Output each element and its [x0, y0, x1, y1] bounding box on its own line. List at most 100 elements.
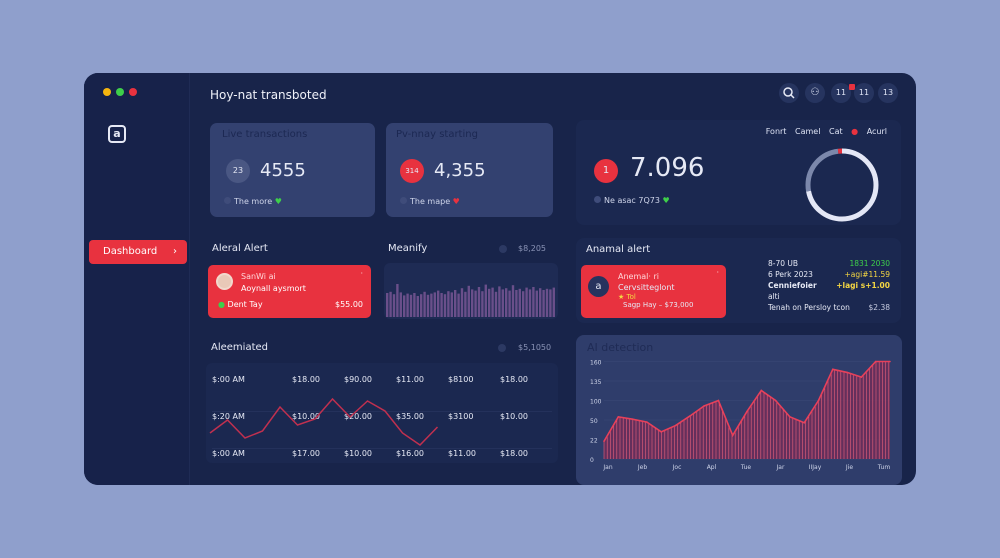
x-tick-label: Apl: [707, 464, 717, 471]
meanify-bar: [433, 292, 436, 317]
summary-panel: Fonrt Camel Cat ● Acurl 1 7.096 Ne asac …: [576, 120, 901, 225]
x-tick-label: Tue: [740, 464, 752, 471]
window-minimize-dot[interactable]: [103, 88, 111, 96]
table-cell: $3100: [448, 412, 474, 421]
summary-badge: 1: [594, 159, 618, 183]
anomal-title: Anamal alert: [586, 244, 651, 255]
y-tick-label: 0: [590, 457, 594, 464]
meanify-value: $8,205: [518, 244, 546, 253]
meanify-bar: [409, 294, 413, 317]
meanify-title: Meanify: [388, 243, 428, 254]
avatar: [216, 273, 233, 290]
toolbar-button-3[interactable]: 13: [878, 83, 898, 103]
meanify-bar: [406, 293, 409, 317]
alert-message: Aoynall aysmort: [241, 284, 306, 293]
toolbar-button-1[interactable]: 11: [831, 83, 851, 103]
meanify-bar: [430, 293, 433, 317]
alert-title: Aleral Alert: [212, 243, 268, 254]
sidebar-item-label: Dashboard: [103, 246, 158, 257]
stat-card-starting[interactable]: Pv-nnay starting 314 4,355 The mape ♥: [386, 123, 553, 217]
ai-detection-chart: 0 22 50 100 135 160 Jan Jeb Joc Apl Tue Jar IIJay Jie…: [590, 360, 891, 471]
x-tick-label: Tum: [877, 464, 891, 471]
anomal-icon: a: [588, 276, 609, 297]
stat-card-live-transactions[interactable]: Live transactions 23 4555 The more ♥: [210, 123, 375, 217]
aleemiated-title: Aleemiated: [211, 342, 268, 353]
y-tick-label: 135: [590, 379, 602, 386]
window-maximize-dot[interactable]: [116, 88, 124, 96]
x-tick-label: Joc: [672, 464, 682, 471]
meanify-bar: [501, 289, 504, 317]
table-cell: $20.00: [344, 412, 372, 421]
meanify-bar: [389, 291, 392, 317]
table-cell: $90.00: [344, 375, 372, 384]
card-footer: The more ♥: [224, 197, 282, 206]
meanify-bar: [515, 290, 518, 317]
meanify-bar: [522, 291, 525, 317]
meanify-bar: [396, 284, 399, 317]
meanify-bar: [403, 295, 406, 317]
card-badge: 314: [400, 159, 424, 183]
meanify-bar: [477, 287, 481, 317]
donut-legend: Fonrt Camel Cat ● Acurl: [765, 127, 887, 136]
meanify-bar: [505, 288, 508, 317]
notification-badge: [849, 84, 855, 90]
meanify-bar: [542, 290, 545, 317]
card-title: Pv-nnay starting: [396, 129, 478, 140]
meanify-bar: [535, 290, 538, 317]
meanify-bar: [413, 293, 416, 317]
alert-amount: $55.00: [335, 300, 363, 309]
toolbar-button-2[interactable]: 11: [854, 83, 874, 103]
table-cell: $35.00: [396, 412, 424, 421]
meanify-bar: [484, 284, 487, 317]
sidebar: a Dashboard ›: [84, 73, 190, 485]
app-window: a Dashboard › Hoy-nat transboted ⚇ 11 11 …: [84, 73, 916, 485]
card-value: 4,355: [434, 160, 486, 181]
card-title: Live transactions: [222, 129, 308, 140]
donut-segment: [805, 148, 879, 222]
donut-segment: [805, 148, 879, 222]
y-tick-label: 50: [590, 418, 598, 425]
x-tick-label: Jie: [845, 464, 853, 471]
y-tick-label: 100: [590, 399, 602, 406]
meanify-bar: [518, 288, 521, 317]
card-value: 4555: [260, 160, 306, 181]
window-close-dot[interactable]: [129, 88, 137, 96]
alert-name: SanWi: [241, 272, 267, 281]
search-icon[interactable]: [779, 83, 799, 103]
ai-detection-panel: AI detection 0 22 50 100 135 160 Jan Jeb Joc Apl T…: [576, 335, 902, 485]
meanify-bar: [488, 288, 491, 317]
meanify-bar: [426, 294, 430, 317]
anomal-message: Cervsitteglont: [618, 283, 675, 292]
series-line: [603, 360, 890, 442]
table-cell: $11.00: [448, 449, 476, 458]
meanify-bar: [532, 287, 535, 317]
sidebar-item-dashboard[interactable]: Dashboard ›: [89, 240, 187, 264]
aleemiated-value: $5,1050: [518, 343, 552, 352]
meanify-bar: [399, 292, 402, 317]
table-cell: $18.00: [500, 375, 528, 384]
list-item: Cenniefoier +lagi s+1.00: [768, 281, 890, 290]
meanify-bar: [386, 293, 389, 317]
meanify-bar: [545, 288, 549, 317]
meanify-bar: [474, 290, 477, 317]
card-footer: The mape ♥: [400, 197, 460, 206]
meanify-bar: [392, 294, 396, 317]
donut-chart: [805, 148, 879, 222]
users-icon[interactable]: ⚇: [805, 83, 825, 103]
table-cell: $11.00: [396, 375, 424, 384]
meanify-bar: [454, 290, 457, 317]
meanify-bar: [552, 287, 555, 317]
summary-value: 7.096: [630, 153, 705, 183]
alert-card[interactable]: SanWi ai Aoynall aysmort · ● Dent Tay $5…: [208, 265, 371, 318]
table-cell: $10.00: [292, 412, 320, 421]
x-tick-label: Jan: [602, 464, 612, 471]
meanify-bar: [460, 288, 464, 317]
list-item: 6 Perk 2023 +agi#11.59: [768, 270, 890, 279]
summary-footer: Ne asac 7Q73: [604, 196, 660, 205]
meanify-bar: [491, 287, 494, 317]
x-tick-label: IIJay: [809, 464, 822, 471]
x-tick-label: Jeb: [637, 464, 647, 471]
aleemiated-line-chart: [209, 397, 439, 446]
table-cell: $:00 AM: [212, 449, 245, 458]
anomal-alert-card[interactable]: a Anemal· ri Cervsitteglont ★ Tol Sagp H…: [581, 265, 726, 318]
